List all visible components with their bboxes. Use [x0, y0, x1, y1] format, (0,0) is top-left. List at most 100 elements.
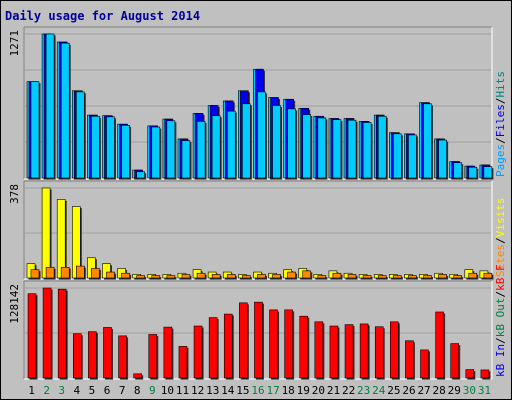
- day-label: 14: [221, 384, 235, 397]
- pages-bar: [272, 105, 281, 179]
- sites-bar: [332, 272, 342, 279]
- day-axis: 1 2 3 4 5 6 7 8 9 10 11 12 13 14 15 16 17 18 19 20 21 22 23 24 2…: [28, 384, 491, 397]
- day-label: 20: [312, 384, 325, 397]
- sites-bar-shadow: [168, 277, 177, 280]
- legend-entry: Hits: [494, 71, 507, 98]
- chart-panels: 1271Pages/Files/Hits378Sites/Visits12814…: [8, 26, 507, 380]
- sites-bar-shadow: [394, 277, 403, 280]
- sites-bar: [423, 275, 432, 279]
- sites-bar: [242, 275, 251, 279]
- pages-bar: [151, 126, 161, 179]
- sites-bar: [60, 266, 70, 279]
- legend-entry: /: [494, 337, 507, 344]
- kbin-bar: [390, 321, 399, 379]
- sites-bar-shadow: [364, 277, 373, 280]
- sites-bar: [196, 272, 206, 279]
- kbin-bar: [57, 288, 67, 379]
- legend-hits-files-pages: Pages/Files/Hits: [494, 71, 507, 177]
- kbin-bar: [27, 293, 37, 379]
- sites-bar-shadow: [243, 277, 252, 280]
- day-label: 11: [176, 384, 189, 397]
- day-label: 29: [448, 384, 461, 397]
- sites-bar: [408, 275, 417, 279]
- pages-bar: [287, 108, 296, 179]
- legend-entry: Pages: [494, 144, 507, 177]
- sites-bar: [272, 274, 281, 279]
- pages-bar: [332, 119, 342, 179]
- kbin-bar: [374, 326, 384, 379]
- sites-bar: [136, 275, 145, 279]
- legend-entry: /: [494, 237, 507, 244]
- day-label: 13: [206, 384, 219, 397]
- day-label: 3: [58, 384, 65, 397]
- sites-bar: [468, 272, 478, 279]
- kbin-bar: [208, 317, 218, 379]
- kbin-bar: [254, 301, 263, 379]
- sites-bar: [438, 274, 447, 279]
- panel-background: [24, 181, 492, 279]
- pages-bar: [483, 166, 493, 179]
- ymax-label: 378: [8, 184, 21, 204]
- sites-bar: [211, 274, 221, 279]
- legend-visits-sites: Sites/Visits: [494, 198, 507, 278]
- visits-bar: [41, 187, 51, 279]
- kbin-bar: [284, 309, 293, 379]
- kbin-bar: [103, 327, 112, 379]
- kbin-bar: [118, 335, 127, 379]
- sites-bar: [302, 270, 312, 279]
- legend-entry: /: [494, 291, 507, 298]
- kbin-bar: [299, 315, 309, 379]
- kbin-bar: [420, 349, 429, 379]
- kbin-bar: [42, 287, 52, 379]
- day-label: 30: [463, 384, 476, 397]
- day-label: 2: [43, 384, 50, 397]
- pages-bar: [347, 119, 357, 179]
- pages-bar: [45, 33, 55, 179]
- sites-bar: [166, 275, 176, 279]
- sites-bar: [75, 265, 85, 279]
- legend-entry: kB F: [494, 264, 507, 291]
- sites-bar: [121, 272, 130, 279]
- chart-title: Daily usage for August 2014: [5, 9, 200, 23]
- day-label: 23: [357, 384, 370, 397]
- sites-bar: [377, 275, 387, 279]
- pages-bar: [211, 115, 221, 179]
- legend-entry: Sites: [494, 244, 507, 277]
- pages-bar: [91, 115, 100, 179]
- legend-entry: Visits: [494, 198, 507, 238]
- day-label: 7: [119, 384, 126, 397]
- kbin-bar: [480, 369, 490, 379]
- pages-bar: [106, 116, 115, 179]
- day-label: 4: [74, 384, 81, 397]
- kbin-bar: [239, 302, 248, 379]
- kbin-bar: [359, 323, 369, 379]
- pages-bar: [362, 122, 372, 179]
- day-label: 19: [297, 384, 310, 397]
- sites-bar: [91, 268, 100, 279]
- kbin-bar: [450, 343, 460, 379]
- legend-entry: /: [494, 137, 507, 144]
- day-label: 10: [161, 384, 174, 397]
- day-label: 31: [478, 384, 491, 397]
- kbin-bar: [405, 340, 414, 379]
- day-label: 27: [417, 384, 430, 397]
- pages-bar: [438, 139, 447, 179]
- sites-bar: [30, 269, 40, 279]
- legend-kbytes: kB In/kB Out/kB F: [494, 264, 507, 377]
- sites-bar: [362, 275, 372, 279]
- kbin-bar: [344, 324, 354, 379]
- sites-bar-shadow: [153, 277, 162, 280]
- day-label: 6: [104, 384, 111, 397]
- day-label: 12: [191, 384, 204, 397]
- sites-bar-shadow: [138, 277, 147, 280]
- pages-bar: [166, 120, 176, 179]
- pages-bar: [121, 125, 130, 179]
- pages-bar: [136, 171, 145, 179]
- sites-bar: [347, 274, 357, 279]
- sites-bar: [317, 275, 327, 279]
- day-label: 16: [251, 384, 264, 397]
- sites-bar: [287, 271, 296, 279]
